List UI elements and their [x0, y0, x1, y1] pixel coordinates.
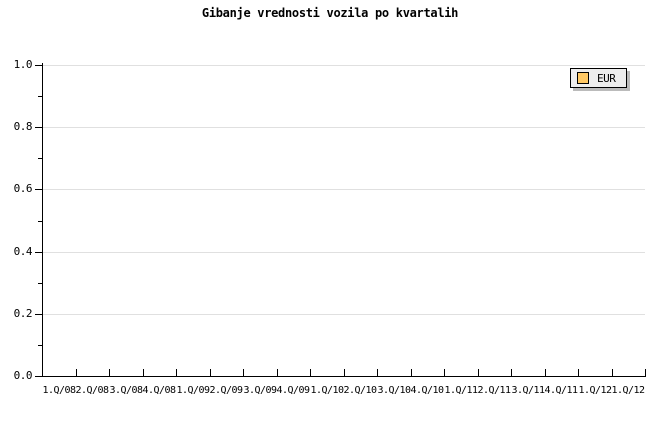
y-major-tick [35, 127, 42, 128]
y-gridline [43, 252, 645, 253]
y-gridline [43, 189, 645, 190]
y-axis-label: 0.8 [13, 120, 33, 133]
x-tick [210, 369, 211, 376]
x-axis-label: 1.Q/10 [310, 385, 344, 396]
x-tick [377, 369, 378, 376]
x-tick [243, 369, 244, 376]
legend: EUR [570, 68, 627, 88]
x-axis-label: 2.Q/10 [343, 385, 377, 396]
x-axis-label: 3.Q/11 [511, 385, 545, 396]
y-gridline [43, 65, 645, 66]
y-axis-label: 0.0 [13, 369, 33, 382]
x-tick [109, 369, 110, 376]
x-tick [511, 369, 512, 376]
y-major-tick [35, 252, 42, 253]
x-tick [310, 369, 311, 376]
y-minor-tick [38, 283, 42, 284]
y-minor-tick [38, 345, 42, 346]
x-axis-line [42, 376, 646, 377]
y-major-tick [35, 65, 42, 66]
y-major-tick [35, 189, 42, 190]
x-axis-label: 2.Q/09 [209, 385, 243, 396]
y-minor-tick [38, 96, 42, 97]
y-major-tick [35, 376, 42, 377]
x-tick [478, 369, 479, 376]
y-axis-label: 0.6 [13, 182, 33, 195]
x-axis-label: 2.Q/11 [477, 385, 511, 396]
chart-title: Gibanje vrednosti vozila po kvartalih [201, 6, 459, 20]
x-tick [277, 369, 278, 376]
x-tick [545, 369, 546, 376]
x-tick [176, 369, 177, 376]
x-axis-label: 1.Q/08 [42, 385, 76, 396]
x-axis-label: 1.Q/11 [444, 385, 478, 396]
y-gridline [43, 314, 645, 315]
x-axis-label: 2.Q/08 [75, 385, 109, 396]
x-axis-label: 1.Q/12 [578, 385, 612, 396]
x-axis-label: 3.Q/10 [377, 385, 411, 396]
x-axis-label: 3.Q/09 [243, 385, 277, 396]
y-axis-label: 1.0 [13, 58, 33, 71]
y-axis-line [42, 63, 43, 377]
y-axis-label: 0.2 [13, 307, 33, 320]
x-axis-label: 3.Q/08 [109, 385, 143, 396]
y-minor-tick [38, 221, 42, 222]
x-tick [612, 369, 613, 376]
x-tick [411, 369, 412, 376]
x-tick [578, 369, 579, 376]
x-axis-label: 1.Q/12 [611, 385, 645, 396]
x-tick [143, 369, 144, 376]
x-axis-label: 4.Q/10 [410, 385, 444, 396]
x-tick [645, 369, 646, 376]
x-tick [444, 369, 445, 376]
y-minor-tick [38, 158, 42, 159]
x-axis-label: 4.Q/11 [544, 385, 578, 396]
x-tick [76, 369, 77, 376]
x-axis-label: 4.Q/08 [142, 385, 176, 396]
legend-series-label: EUR [597, 71, 616, 85]
x-tick [344, 369, 345, 376]
x-axis-label: 1.Q/09 [176, 385, 210, 396]
y-axis-label: 0.4 [13, 245, 33, 258]
x-axis-label: 4.Q/09 [276, 385, 310, 396]
legend-color-swatch [577, 72, 589, 84]
y-gridline [43, 127, 645, 128]
y-major-tick [35, 314, 42, 315]
